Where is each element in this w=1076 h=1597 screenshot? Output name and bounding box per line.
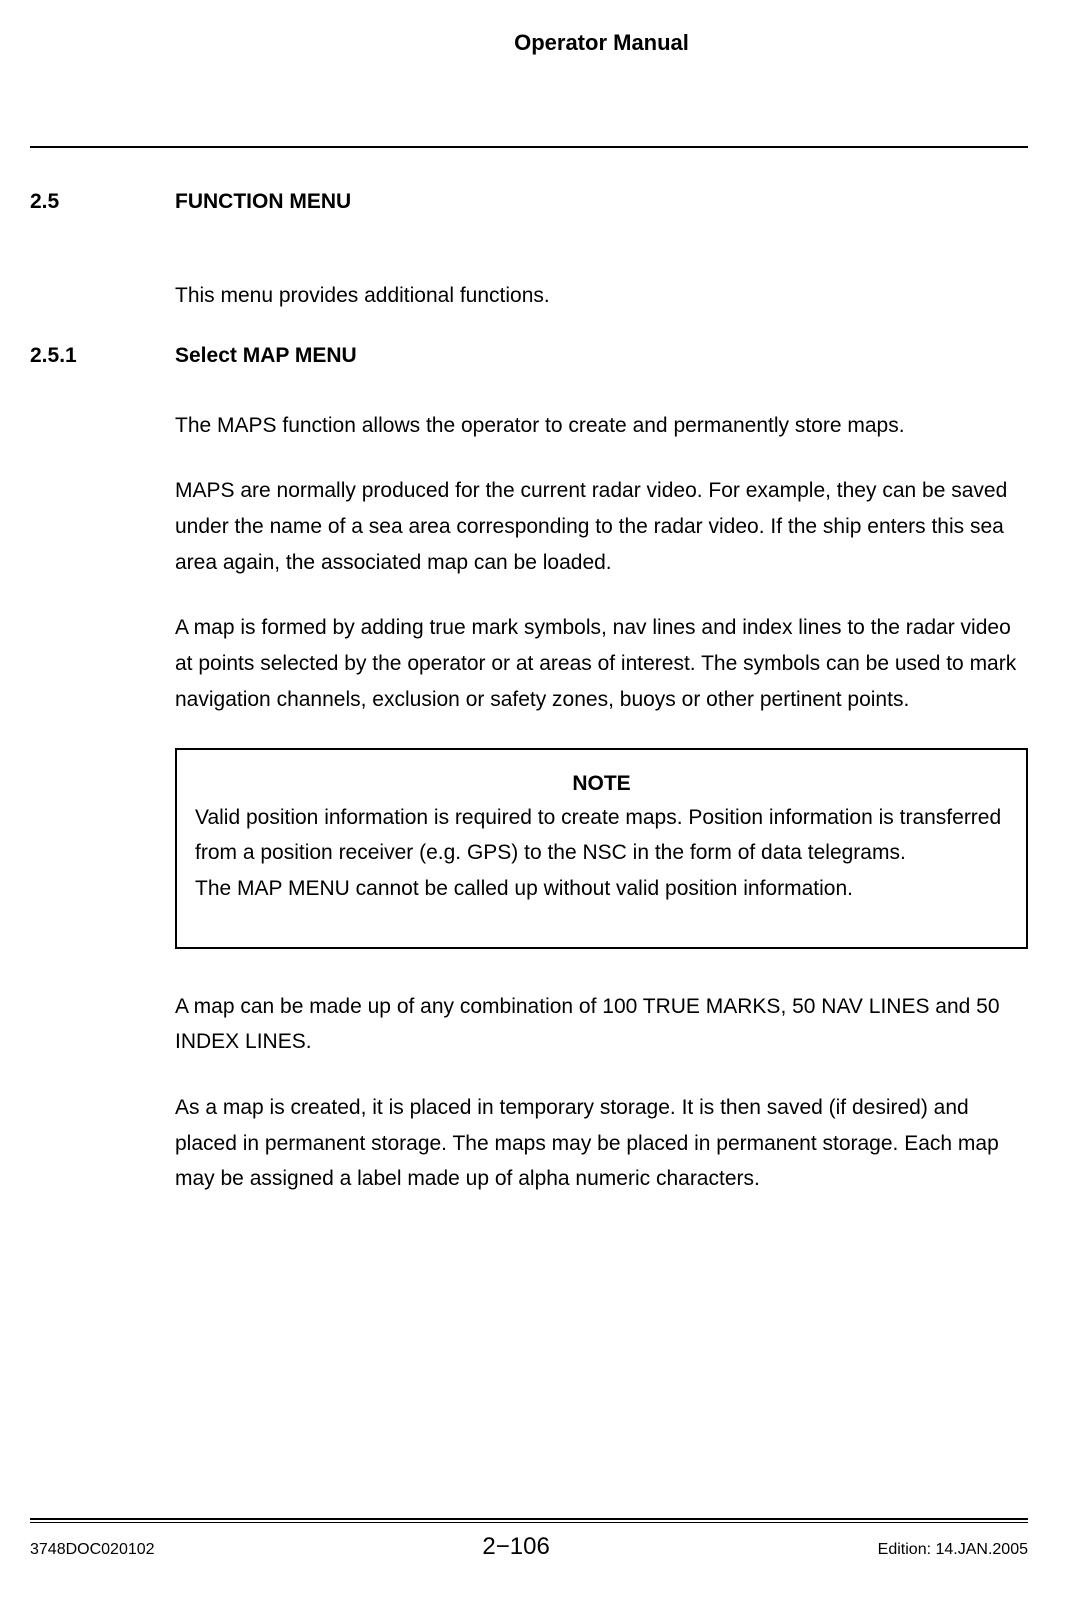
paragraph-2: MAPS are normally produced for the curre… <box>175 473 1028 580</box>
section-title: FUNCTION MENU <box>175 190 1028 214</box>
section-content: FUNCTION MENU <box>175 190 1028 250</box>
page-footer: 3748DOC020102 2−106 Edition: 14.JAN.2005 <box>30 1518 1028 1561</box>
footer-divider-1 <box>30 1518 1028 1520</box>
section-intro-text: This menu provides additional functions. <box>175 278 1028 314</box>
header-divider <box>30 146 1028 148</box>
section-number: 2.5 <box>30 190 175 250</box>
section-title: Select MAP MENU <box>175 344 1028 368</box>
paragraph-3: A map is formed by adding true mark symb… <box>175 610 1028 717</box>
note-box: NOTE Valid position information is requi… <box>175 748 1028 949</box>
note-line-2: The MAP MENU cannot be called up without… <box>195 871 1008 907</box>
section-2-5: 2.5 FUNCTION MENU <box>30 190 1028 250</box>
footer-edition: Edition: 14.JAN.2005 <box>878 1541 1028 1559</box>
section-2-5-1: 2.5.1 Select MAP MENU <box>30 344 1028 404</box>
paragraph-4: A map can be made up of any combination … <box>175 989 1028 1060</box>
page-header-title: Operator Manual <box>175 30 1028 56</box>
section-content: Select MAP MENU <box>175 344 1028 404</box>
footer-row: 3748DOC020102 2−106 Edition: 14.JAN.2005 <box>30 1533 1028 1561</box>
note-line-1: Valid position information is required t… <box>195 800 1008 871</box>
note-title: NOTE <box>195 772 1008 796</box>
footer-doc-id: 3748DOC020102 <box>30 1541 155 1559</box>
paragraph-5: As a map is created, it is placed in tem… <box>175 1090 1028 1197</box>
footer-page-number: 2−106 <box>482 1533 549 1561</box>
paragraph-1: The MAPS function allows the operator to… <box>175 408 1028 444</box>
section-number: 2.5.1 <box>30 344 175 404</box>
footer-divider-2 <box>30 1522 1028 1523</box>
